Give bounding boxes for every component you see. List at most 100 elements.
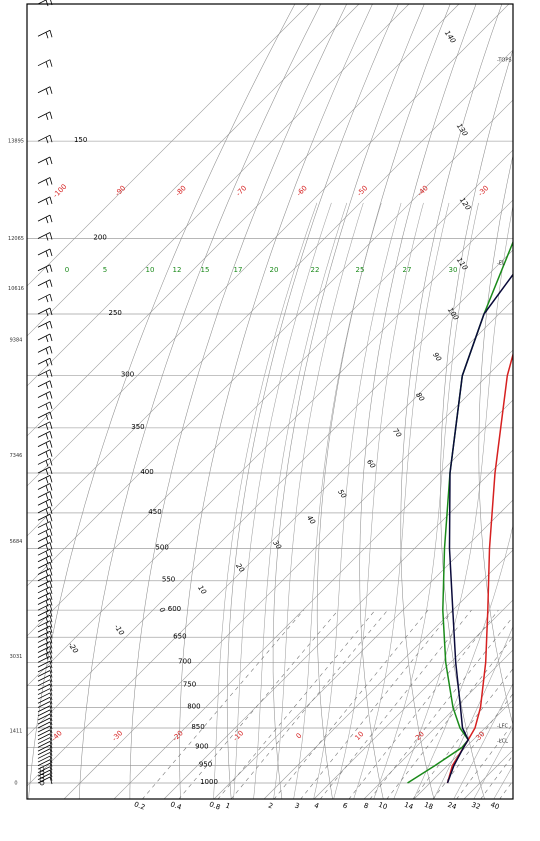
wind-barb-shaft — [37, 646, 51, 653]
wind-barb-shaft — [37, 737, 51, 744]
wind-barb-flag — [45, 653, 49, 660]
moist-adiabat-line — [333, 202, 424, 799]
wind-barb-shaft — [37, 214, 51, 222]
wind-barb-flag — [49, 748, 53, 756]
wind-barb-flag — [45, 627, 49, 635]
wind-barb — [37, 357, 53, 367]
wind-barb-shaft — [37, 729, 51, 737]
mixing-ratio-label: 10 — [377, 801, 388, 812]
wind-barb-flag — [45, 606, 49, 613]
wind-barb — [37, 248, 53, 258]
wind-barb-flag — [49, 665, 53, 673]
wind-barb — [37, 737, 53, 745]
wind-barb-flag — [45, 477, 49, 484]
wind-barb-flag — [45, 413, 49, 421]
wind-calm-circle — [39, 777, 45, 782]
isotherm-line — [27, 4, 360, 337]
wind-barb-flag — [45, 88, 49, 95]
pressure-label: 250 — [109, 309, 122, 317]
wind-barb-shaft — [37, 528, 51, 536]
mixing-ratio-label: 1 — [224, 801, 231, 810]
wind-barb — [37, 458, 53, 467]
wind-barb-flag — [49, 514, 53, 522]
wind-barb-shaft — [37, 491, 51, 498]
wind-barb-flag — [49, 156, 53, 165]
wind-barb-flag — [49, 641, 53, 649]
wind-barb-flag — [45, 309, 49, 317]
moist-adiabat-line — [353, 202, 450, 799]
wind-barb — [37, 660, 53, 669]
wind-barb-flag — [45, 393, 49, 400]
wind-barb-flag — [45, 570, 49, 577]
moist-adiabat-line — [453, 682, 513, 799]
wind-barb — [37, 603, 53, 613]
isotherm-line — [263, 549, 513, 799]
height-label: 0 — [14, 781, 17, 787]
wind-barb-shaft — [37, 431, 51, 438]
wind-barb-shaft — [37, 717, 51, 725]
moist-adiabat-line — [413, 523, 513, 799]
wind-barb-flag — [49, 697, 53, 705]
wind-barb-flag — [45, 576, 49, 583]
wind-barb-flag — [45, 508, 49, 515]
wind-barb-shaft — [37, 320, 51, 328]
mixing-ratio-line — [273, 610, 429, 799]
wind-barb-shaft — [37, 196, 51, 204]
isotherm-line — [363, 649, 513, 799]
mixing-ratio-label: 3 — [294, 801, 301, 810]
wind-barb — [37, 440, 53, 449]
pressure-label: 950 — [199, 761, 212, 769]
moist-adiabat-line — [213, 202, 318, 799]
wind-barb-flag — [45, 423, 49, 430]
wind-barb — [37, 498, 53, 508]
wind-barb-flag — [49, 86, 53, 94]
wind-barb-flag — [49, 449, 53, 457]
wind-barb — [37, 421, 53, 430]
theta-e-label: 17 — [234, 266, 243, 274]
wind-barb-shaft — [37, 293, 51, 301]
wind-barbs — [37, 0, 53, 786]
wind-barb-shaft — [37, 59, 51, 67]
level-marker-lfc: -LFC — [497, 724, 508, 730]
wind-barb — [37, 59, 53, 68]
isotherm-line — [163, 449, 513, 799]
wind-barb-flag — [49, 604, 53, 612]
wind-barb — [37, 655, 53, 664]
wind-barb-flag — [49, 713, 53, 722]
mixing-ratio-line — [230, 610, 388, 799]
isotherm-line — [27, 99, 513, 587]
isotherm-label: 50 — [336, 488, 348, 500]
wind-barb-shaft — [37, 111, 51, 119]
wind-barb-flag — [45, 296, 49, 303]
wind-barb-flag — [49, 528, 53, 536]
wind-barb-flag — [49, 766, 53, 774]
profile-line — [446, 273, 513, 784]
wind-barb-flag — [49, 458, 53, 466]
isotherm-line — [27, 249, 513, 737]
wind-barb-flag — [49, 521, 53, 529]
theta-e-label: 27 — [403, 266, 412, 274]
wind-barb-flag — [45, 633, 49, 640]
wind-barb — [37, 177, 53, 186]
wind-barb — [37, 721, 53, 730]
wind-barb-flag — [49, 721, 53, 730]
pressure-label: 450 — [148, 508, 161, 516]
wind-barb-flag — [49, 574, 53, 582]
isotherm-line — [63, 349, 513, 799]
height-label: 10616 — [8, 286, 24, 292]
wind-barb-flag — [49, 651, 53, 659]
wind-barb-shaft — [37, 232, 51, 239]
wind-barb-shaft — [37, 369, 51, 377]
moist-adiabat-line — [393, 204, 513, 799]
level-marker-el: -EL — [497, 260, 505, 266]
wind-barb-shaft — [37, 651, 51, 658]
wind-barb — [37, 279, 53, 288]
wind-barb — [37, 620, 53, 629]
wind-barb — [37, 333, 53, 343]
wind-barb-flag — [49, 615, 53, 623]
wind-barb-flag — [45, 371, 49, 378]
wind-barb-flag — [49, 562, 53, 570]
wind-barb — [37, 483, 53, 492]
wind-barb — [37, 748, 53, 756]
wind-barb-shaft — [37, 475, 51, 482]
